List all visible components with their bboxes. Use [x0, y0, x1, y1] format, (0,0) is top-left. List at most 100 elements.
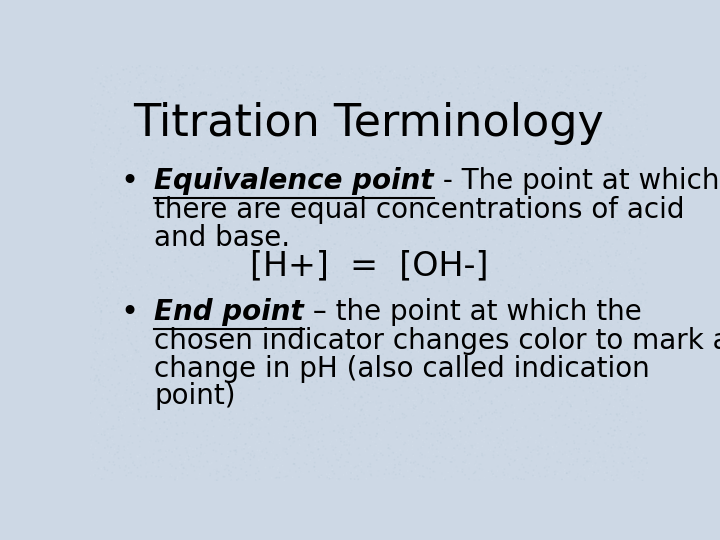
- Point: [329, 92, 341, 101]
- Point: [611, 275, 623, 284]
- Point: [621, 122, 632, 131]
- Point: [355, 206, 366, 214]
- Point: [260, 86, 271, 95]
- Point: [535, 160, 546, 168]
- Point: [589, 368, 600, 376]
- Point: [277, 253, 289, 261]
- Point: [255, 409, 266, 418]
- Point: [116, 431, 127, 440]
- Point: [201, 198, 212, 206]
- Point: [534, 177, 546, 185]
- Point: [309, 247, 320, 256]
- Point: [624, 257, 636, 266]
- Point: [607, 215, 618, 224]
- Point: [318, 325, 329, 334]
- Point: [114, 186, 125, 195]
- Point: [533, 379, 544, 387]
- Point: [207, 241, 219, 250]
- Point: [225, 154, 237, 163]
- Point: [310, 387, 321, 396]
- Point: [426, 386, 438, 394]
- Point: [214, 440, 225, 449]
- Point: [245, 372, 256, 381]
- Point: [192, 433, 203, 441]
- Point: [154, 447, 166, 456]
- Point: [287, 64, 299, 72]
- Point: [150, 136, 161, 145]
- Point: [189, 177, 200, 185]
- Point: [612, 72, 624, 81]
- Point: [419, 124, 431, 132]
- Point: [634, 254, 645, 263]
- Point: [211, 476, 222, 485]
- Point: [230, 448, 242, 456]
- Point: [181, 469, 193, 478]
- Point: [419, 187, 431, 195]
- Point: [240, 469, 252, 477]
- Point: [541, 64, 552, 73]
- Point: [307, 155, 318, 164]
- Point: [596, 65, 608, 74]
- Point: [117, 298, 128, 307]
- Point: [93, 326, 104, 335]
- Point: [188, 348, 199, 357]
- Point: [560, 160, 572, 168]
- Point: [506, 350, 518, 359]
- Point: [264, 187, 276, 196]
- Point: [441, 367, 452, 376]
- Point: [155, 320, 166, 328]
- Point: [495, 88, 507, 97]
- Point: [461, 400, 472, 409]
- Point: [362, 230, 374, 238]
- Point: [128, 312, 140, 321]
- Point: [102, 68, 113, 77]
- Point: [546, 387, 558, 396]
- Point: [382, 462, 393, 471]
- Point: [520, 100, 531, 109]
- Point: [353, 375, 364, 384]
- Point: [579, 127, 590, 136]
- Point: [554, 161, 566, 170]
- Point: [367, 385, 379, 394]
- Point: [103, 160, 114, 168]
- Point: [91, 382, 102, 391]
- Point: [148, 224, 160, 233]
- Point: [316, 142, 328, 151]
- Point: [570, 330, 582, 339]
- Point: [193, 284, 204, 292]
- Point: [250, 162, 261, 171]
- Point: [392, 354, 403, 362]
- Point: [572, 418, 583, 427]
- Point: [575, 237, 587, 246]
- Point: [287, 102, 298, 111]
- Point: [307, 435, 319, 444]
- Point: [561, 292, 572, 300]
- Point: [346, 281, 357, 290]
- Point: [567, 291, 579, 299]
- Point: [629, 318, 641, 326]
- Point: [369, 179, 380, 187]
- Point: [282, 400, 294, 409]
- Point: [95, 190, 107, 198]
- Point: [480, 104, 492, 112]
- Point: [144, 234, 156, 242]
- Point: [112, 273, 124, 281]
- Point: [264, 265, 276, 273]
- Point: [445, 273, 456, 282]
- Point: [479, 197, 490, 206]
- Point: [125, 248, 137, 257]
- Point: [279, 433, 291, 441]
- Point: [530, 462, 541, 470]
- Point: [332, 192, 343, 201]
- Point: [114, 222, 126, 231]
- Point: [163, 110, 175, 119]
- Point: [174, 86, 186, 94]
- Point: [94, 250, 106, 259]
- Point: [113, 422, 125, 431]
- Point: [292, 237, 303, 246]
- Point: [526, 400, 537, 409]
- Point: [611, 168, 622, 177]
- Point: [156, 117, 167, 125]
- Point: [258, 295, 270, 303]
- Point: [202, 282, 214, 291]
